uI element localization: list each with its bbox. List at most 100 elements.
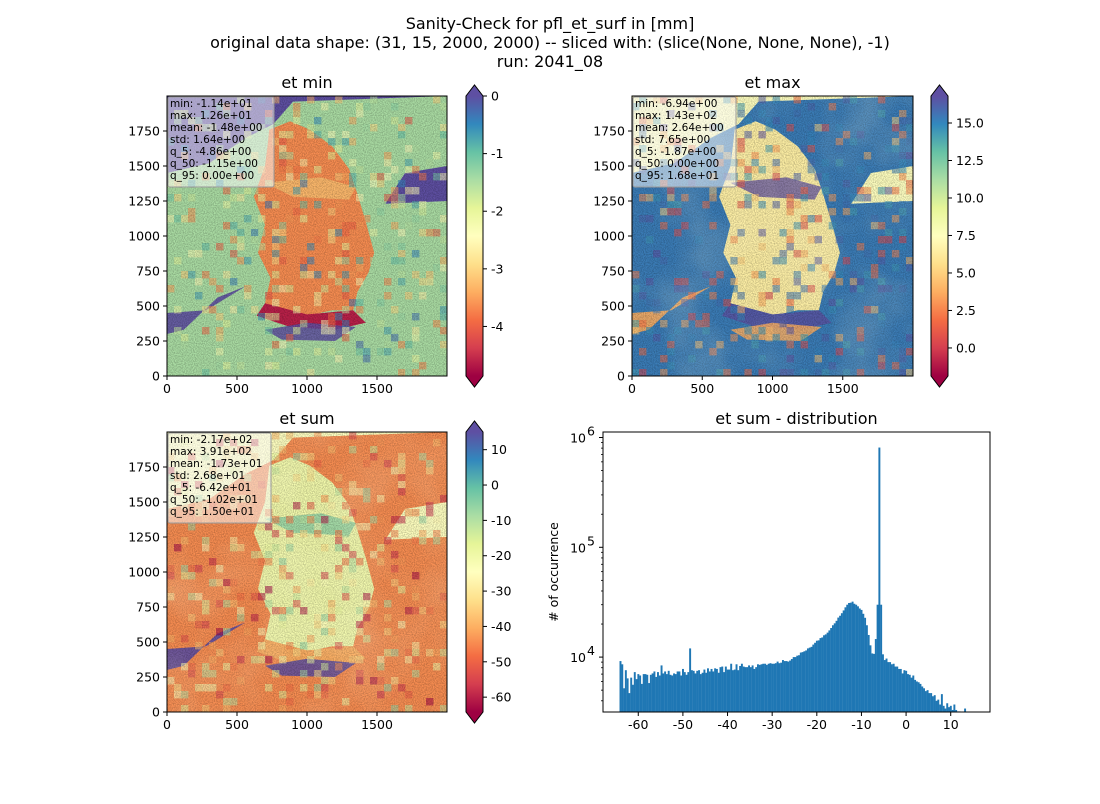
histogram-bar [828, 630, 831, 712]
histogram-bar [914, 679, 917, 712]
x-tick-label: 500 [690, 381, 714, 396]
histogram-bar [892, 663, 895, 712]
y-tick-label: 750 [601, 264, 625, 279]
figure-title-line: run: 2041_08 [497, 52, 603, 72]
colorbar: 0 -1 -2 -3 -4 [465, 84, 504, 388]
histogram-bar [767, 663, 770, 712]
x-tick-label: 0 [628, 381, 636, 396]
histogram-bar [646, 674, 649, 712]
y-tick-label: 0 [152, 705, 160, 720]
histogram-bar [717, 672, 720, 712]
histogram-bar [849, 602, 852, 712]
colorbar-tick-label: -20 [491, 548, 511, 563]
histogram-bar [728, 669, 731, 712]
y-tick-exponent: 4 [587, 643, 595, 658]
histogram-bar [812, 644, 815, 712]
x-tick-label: -40 [717, 717, 737, 732]
x-tick-label: 1500 [361, 717, 393, 732]
histogram-bar [830, 628, 833, 712]
histogram-bar [798, 655, 800, 712]
histogram-bar [944, 708, 947, 712]
figure-title-line: original data shape: (31, 15, 2000, 2000… [210, 33, 890, 52]
histogram-bar [851, 601, 854, 712]
histogram-bar [710, 668, 713, 712]
histogram-bar [926, 690, 929, 712]
heatmap-panel-et-min: 0 500 1000 1500 0 250 500 750 1000 1250 1500 1750 et… [128, 73, 448, 396]
histogram-bar [632, 684, 634, 712]
heatmap-panel-et-sum: 0 500 1000 1500 0 250 500 750 1000 1250 1500 1750 et… [128, 409, 448, 732]
x-tick-label: -50 [673, 717, 693, 732]
histogram-bar [785, 661, 788, 712]
histogram-bar [619, 661, 622, 712]
y-tick-label: 1250 [128, 530, 160, 545]
histogram-bar [776, 661, 779, 712]
histogram-bar [921, 686, 924, 712]
histogram-bar [826, 632, 829, 712]
x-tick-label: 1000 [291, 717, 323, 732]
histogram-bar [862, 613, 865, 712]
histogram-bar [682, 668, 684, 712]
histogram-bar [687, 672, 690, 712]
histogram-bar [951, 709, 954, 712]
y-tick-label: 0 [617, 369, 625, 384]
histogram-bar [871, 653, 874, 712]
histogram-bar [821, 637, 824, 712]
histogram-bar [837, 617, 840, 712]
stats-line: q_5: -1.87e+00 [635, 146, 716, 158]
axes-title: et max [744, 73, 800, 92]
x-tick-label: -20 [807, 717, 827, 732]
stats-line: q_50: 0.00e+00 [635, 158, 719, 170]
histogram-bar [733, 669, 736, 712]
stats-box [167, 96, 275, 188]
histogram-bar [905, 670, 908, 712]
histogram-bar [824, 634, 827, 712]
histogram-bar [901, 673, 904, 712]
histogram-bar [778, 663, 781, 712]
histogram-bar [642, 674, 645, 712]
histogram-bar [635, 679, 638, 712]
histogram-bar [912, 675, 915, 712]
histogram-bar [846, 604, 849, 712]
y-tick-label: 250 [601, 334, 625, 349]
histogram-bar [810, 646, 813, 712]
stats-line: std: 1.64e+00 [170, 134, 245, 146]
stats-line: q_95: 1.68e+01 [635, 170, 719, 182]
histogram-bar [794, 657, 797, 712]
y-tick-label: 750 [136, 600, 160, 615]
stats-line: min: -1.14e+01 [170, 98, 252, 110]
histogram-bar [883, 660, 886, 712]
histogram-bar [964, 708, 967, 712]
histogram-bar [699, 674, 702, 712]
histogram-bar [917, 682, 920, 712]
histogram-bar [639, 675, 642, 712]
histogram-bar [678, 671, 681, 712]
histogram-bar [903, 670, 906, 712]
histogram-bar [751, 665, 754, 712]
histogram-bar [708, 671, 711, 712]
histogram-bar [790, 659, 793, 712]
histogram-bar [792, 657, 795, 712]
histogram-bar [715, 668, 718, 712]
colorbar-extend-top [466, 421, 483, 432]
histogram-bar [803, 651, 806, 712]
stats-line: std: 7.65e+00 [635, 134, 710, 146]
histogram-bar [698, 670, 701, 712]
stats-line: mean: 2.64e+00 [635, 122, 724, 134]
histogram-bar [683, 672, 686, 712]
histogram-bar [949, 705, 952, 712]
histogram-bar [835, 620, 838, 712]
histogram-bar [694, 673, 697, 712]
colorbar-tick-label: 0.0 [956, 340, 976, 355]
histogram-bar [644, 674, 647, 712]
y-tick-label: 1500 [128, 495, 160, 510]
histogram-bar [769, 663, 772, 712]
histogram-bar [732, 670, 734, 712]
histogram-bar [773, 663, 776, 712]
x-tick-label: -60 [628, 717, 648, 732]
colorbar-tick-label: -50 [491, 654, 511, 669]
stats-box [167, 432, 272, 524]
histogram-bar [653, 671, 656, 712]
histogram-bar [730, 663, 733, 712]
histogram-bar [876, 604, 879, 712]
histogram-bar [657, 672, 659, 712]
